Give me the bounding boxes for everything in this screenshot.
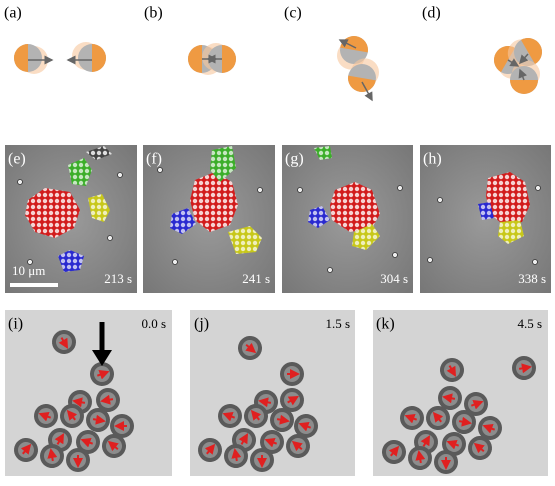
time-label: 213 s	[104, 271, 132, 286]
panel-label: (a)	[4, 5, 22, 22]
panel-label: (c)	[284, 5, 302, 22]
middle-row: (e) (f) (g) (h) 213 s 241 s 304 s 338 s …	[5, 145, 551, 293]
panel-label: (h)	[423, 151, 442, 168]
scale-bar	[10, 283, 58, 287]
time-label: 338 s	[518, 271, 546, 286]
time-label: 0.0 s	[141, 316, 166, 331]
panel-label: (d)	[422, 5, 441, 22]
particles-i	[9, 322, 134, 472]
panel-label: (e)	[8, 151, 26, 168]
panel-label: (b)	[144, 5, 163, 22]
panel-label: (k)	[376, 316, 395, 333]
panel-label: (j)	[194, 316, 209, 333]
particle	[14, 44, 48, 74]
bottom-row: (i) (j) (k) 0.0 s 1.5 s 4.5 s	[5, 310, 548, 476]
time-label: 4.5 s	[517, 316, 542, 331]
panel-label: (f)	[146, 151, 162, 168]
panel-label: (i)	[8, 316, 23, 333]
top-row: (a) (b) (c) (d)	[4, 5, 548, 102]
time-label: 241 s	[242, 271, 270, 286]
time-label: 304 s	[380, 271, 408, 286]
scale-bar-label: 10 μm	[12, 263, 45, 278]
time-label: 1.5 s	[325, 316, 350, 331]
panel-label: (g)	[285, 151, 304, 168]
particle	[72, 42, 106, 72]
